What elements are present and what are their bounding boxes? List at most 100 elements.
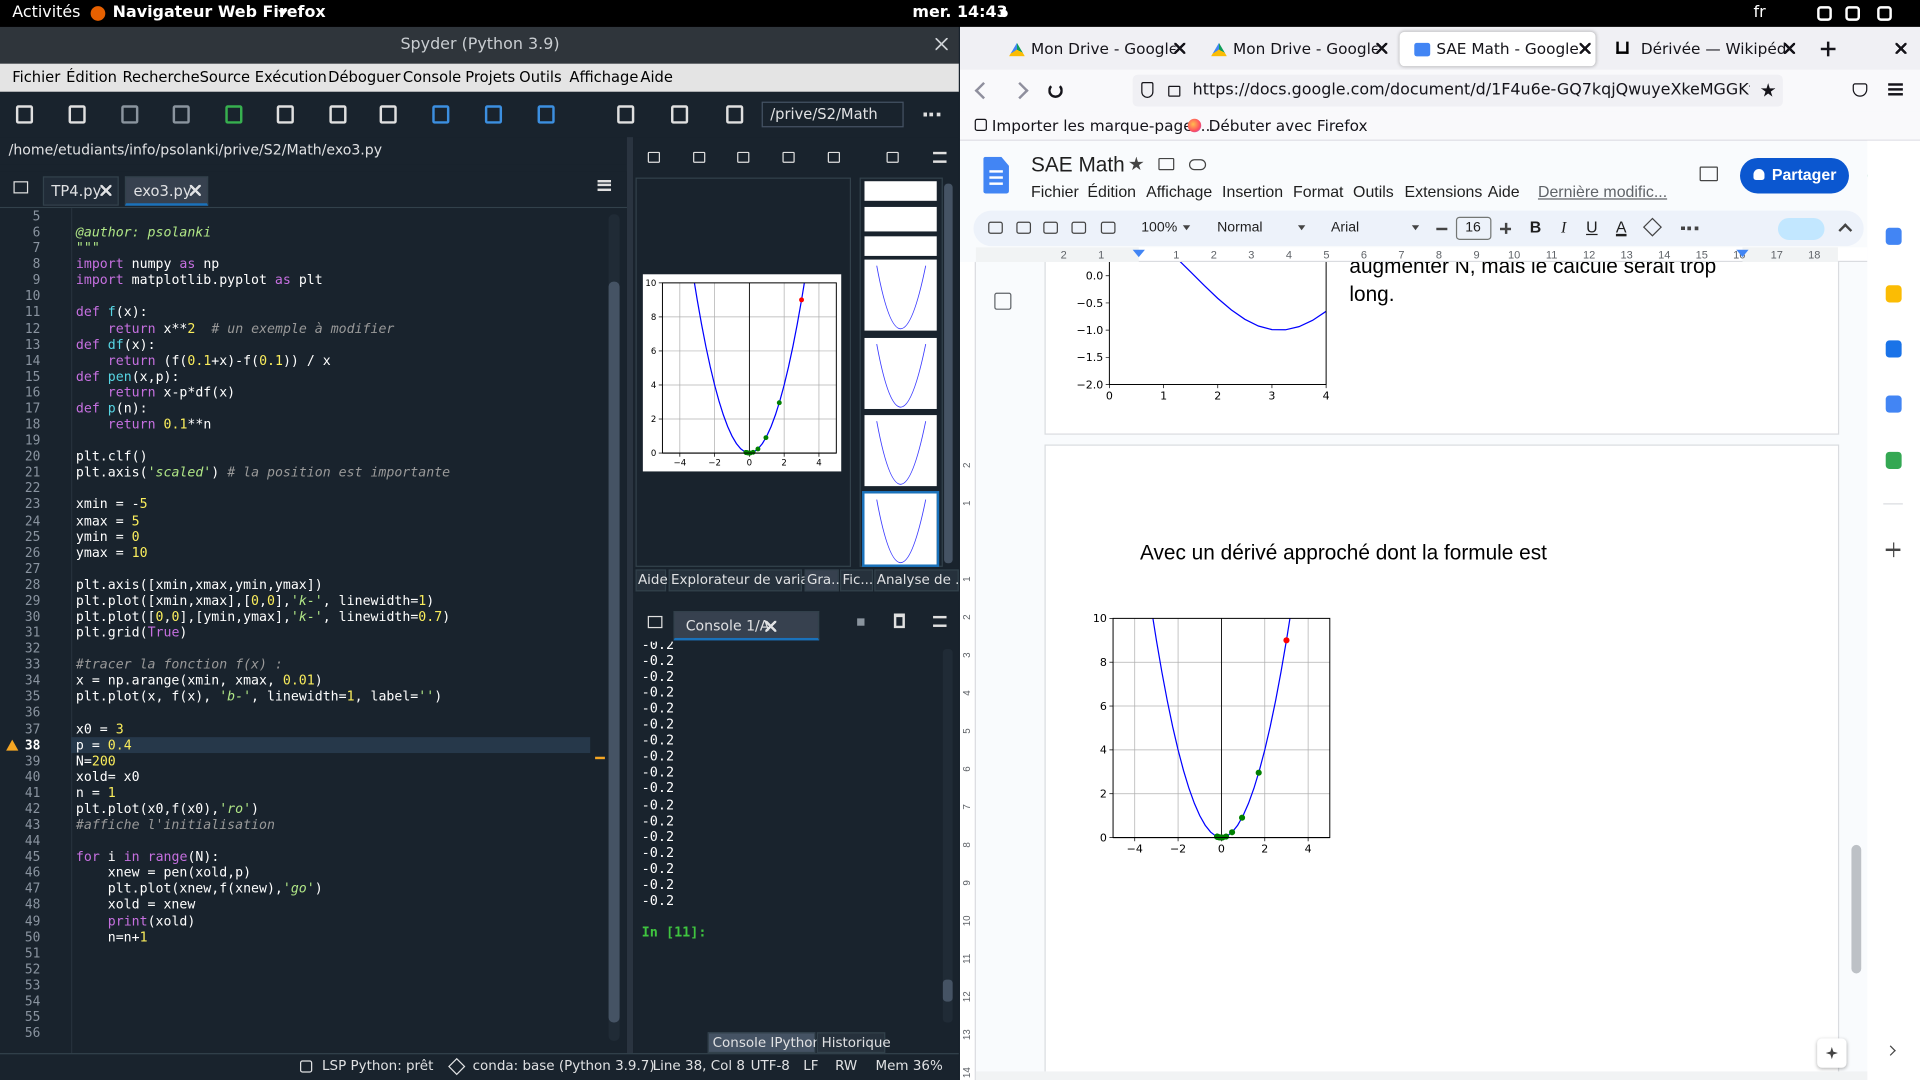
bookmark[interactable]: Importer les marque-pages... [991,116,1216,135]
side-app[interactable] [1885,227,1902,245]
move-icon[interactable] [1158,157,1175,171]
url-box[interactable] [1132,74,1783,107]
menu-item[interactable]: Source [199,68,251,86]
last-edit[interactable]: Dernière modific... [1537,182,1668,201]
edit-mode[interactable] [1777,217,1825,240]
doc-title[interactable]: SAE Math [1031,153,1125,177]
menu-item[interactable]: Aide [640,68,673,86]
thumbnail[interactable] [864,236,937,256]
format-button[interactable]: B [1529,217,1542,237]
browser-tab[interactable] [1399,31,1596,67]
plots-menu[interactable] [933,151,947,163]
zoom[interactable]: 100% [1141,220,1178,236]
working-dir-box[interactable] [761,101,904,128]
pane-tab[interactable] [874,569,959,592]
toolbar-button[interactable] [379,105,397,124]
toolbar-button[interactable] [15,105,34,124]
console-scroll-thumb[interactable] [942,979,953,1002]
toolbar-button[interactable] [68,105,86,124]
plots-button[interactable] [737,151,750,163]
paragraph-style[interactable]: Normal [1217,220,1263,236]
tab-close-x[interactable] [100,184,112,196]
menu-item[interactable]: Recherche [122,68,200,86]
window-close[interactable] [1895,42,1907,54]
plots-button[interactable] [693,151,706,163]
doc-scrollbar[interactable] [1851,844,1862,974]
console-tab-close[interactable] [765,620,777,632]
thumbnail[interactable] [864,181,937,201]
tab-close-x[interactable] [189,184,201,196]
toolbar-button[interactable] [276,105,294,124]
toolbar-button[interactable] [484,105,503,124]
tool-icon[interactable] [1016,221,1032,234]
bottom-tab[interactable] [816,1032,886,1054]
toolbar-button[interactable] [617,105,635,124]
pocket[interactable] [1852,83,1868,97]
browse-tabs[interactable] [13,181,29,194]
menu-item[interactable]: Affichage [569,68,639,86]
menu-item[interactable]: Édition [66,68,117,86]
toolbar-button[interactable] [121,105,139,124]
menu-item[interactable]: Fichier [12,68,61,86]
bottom-tab[interactable] [707,1032,816,1054]
thumbnail[interactable] [864,206,937,232]
format-button[interactable]: I [1561,217,1567,237]
docs-menu-item[interactable]: Aide [1487,182,1520,201]
tab-close[interactable] [1376,42,1388,54]
menu-item[interactable]: Console [402,68,462,86]
plots-button[interactable] [782,151,795,163]
tool-icon[interactable] [1100,221,1116,234]
pane-tab[interactable] [840,569,874,592]
status-icon[interactable] [1845,6,1860,21]
toolbar-button[interactable] [671,105,689,124]
pane-tab[interactable] [635,569,667,592]
toolbar-button[interactable] [537,105,555,124]
docs-menu-item[interactable]: Format [1293,182,1344,201]
console-tab[interactable] [673,611,820,641]
docs-menu-item[interactable]: Outils [1353,182,1394,201]
comments-icon[interactable] [1699,166,1718,182]
docs-menu-item[interactable]: Affichage [1146,182,1213,201]
hamburger[interactable] [1888,83,1903,96]
tab-close[interactable] [1174,42,1186,54]
bookmark[interactable]: Débuter avec Firefox [1208,116,1368,135]
toolbar-button[interactable] [172,105,190,124]
more-button[interactable] [923,112,941,117]
docs-menu-item[interactable]: Fichier [1031,182,1079,201]
activities[interactable]: Activités [12,3,81,23]
docs-menu-item[interactable]: Extensions [1404,182,1483,201]
stop-button[interactable] [857,618,865,626]
pane-tab[interactable] [804,569,839,592]
more-tools[interactable] [1681,226,1699,231]
plots-button[interactable] [827,151,840,163]
console-browse[interactable] [647,615,663,629]
plots-button[interactable] [886,151,899,163]
editor-scroll-thumb[interactable] [608,281,620,1023]
status-icon[interactable] [1877,6,1892,21]
tool-icon[interactable] [1043,221,1058,234]
tab-close[interactable] [1579,42,1591,54]
docs-menu-item[interactable]: Édition [1087,182,1137,201]
plots-button[interactable] [647,151,660,163]
app-menu[interactable]: Navigateur Web Firefox [112,3,326,23]
toolbar-button[interactable] [225,105,243,124]
cloud-icon[interactable] [1188,159,1207,171]
docs-menu-item[interactable]: Insertion [1222,182,1284,201]
font-size-minus[interactable] [1436,227,1448,230]
spyder-close[interactable] [935,37,948,51]
tool-icon[interactable] [988,221,1003,234]
side-app[interactable] [1885,395,1902,413]
format-button[interactable]: U [1586,217,1598,237]
toolbar-button[interactable] [726,105,744,124]
menu-item[interactable]: Exécution [254,68,327,86]
status-icon[interactable] [1817,6,1832,21]
clock[interactable]: mer. 14:43 [912,3,1008,23]
font-size[interactable]: 16 [1465,220,1481,236]
side-app[interactable] [1885,340,1902,358]
font-family[interactable]: Arial [1331,220,1360,236]
keyboard-layout[interactable]: fr [1753,3,1766,23]
console-menu[interactable] [933,615,947,627]
side-app[interactable] [1885,451,1902,469]
format-button[interactable]: A [1615,217,1627,237]
toolbar-button[interactable] [432,105,450,124]
